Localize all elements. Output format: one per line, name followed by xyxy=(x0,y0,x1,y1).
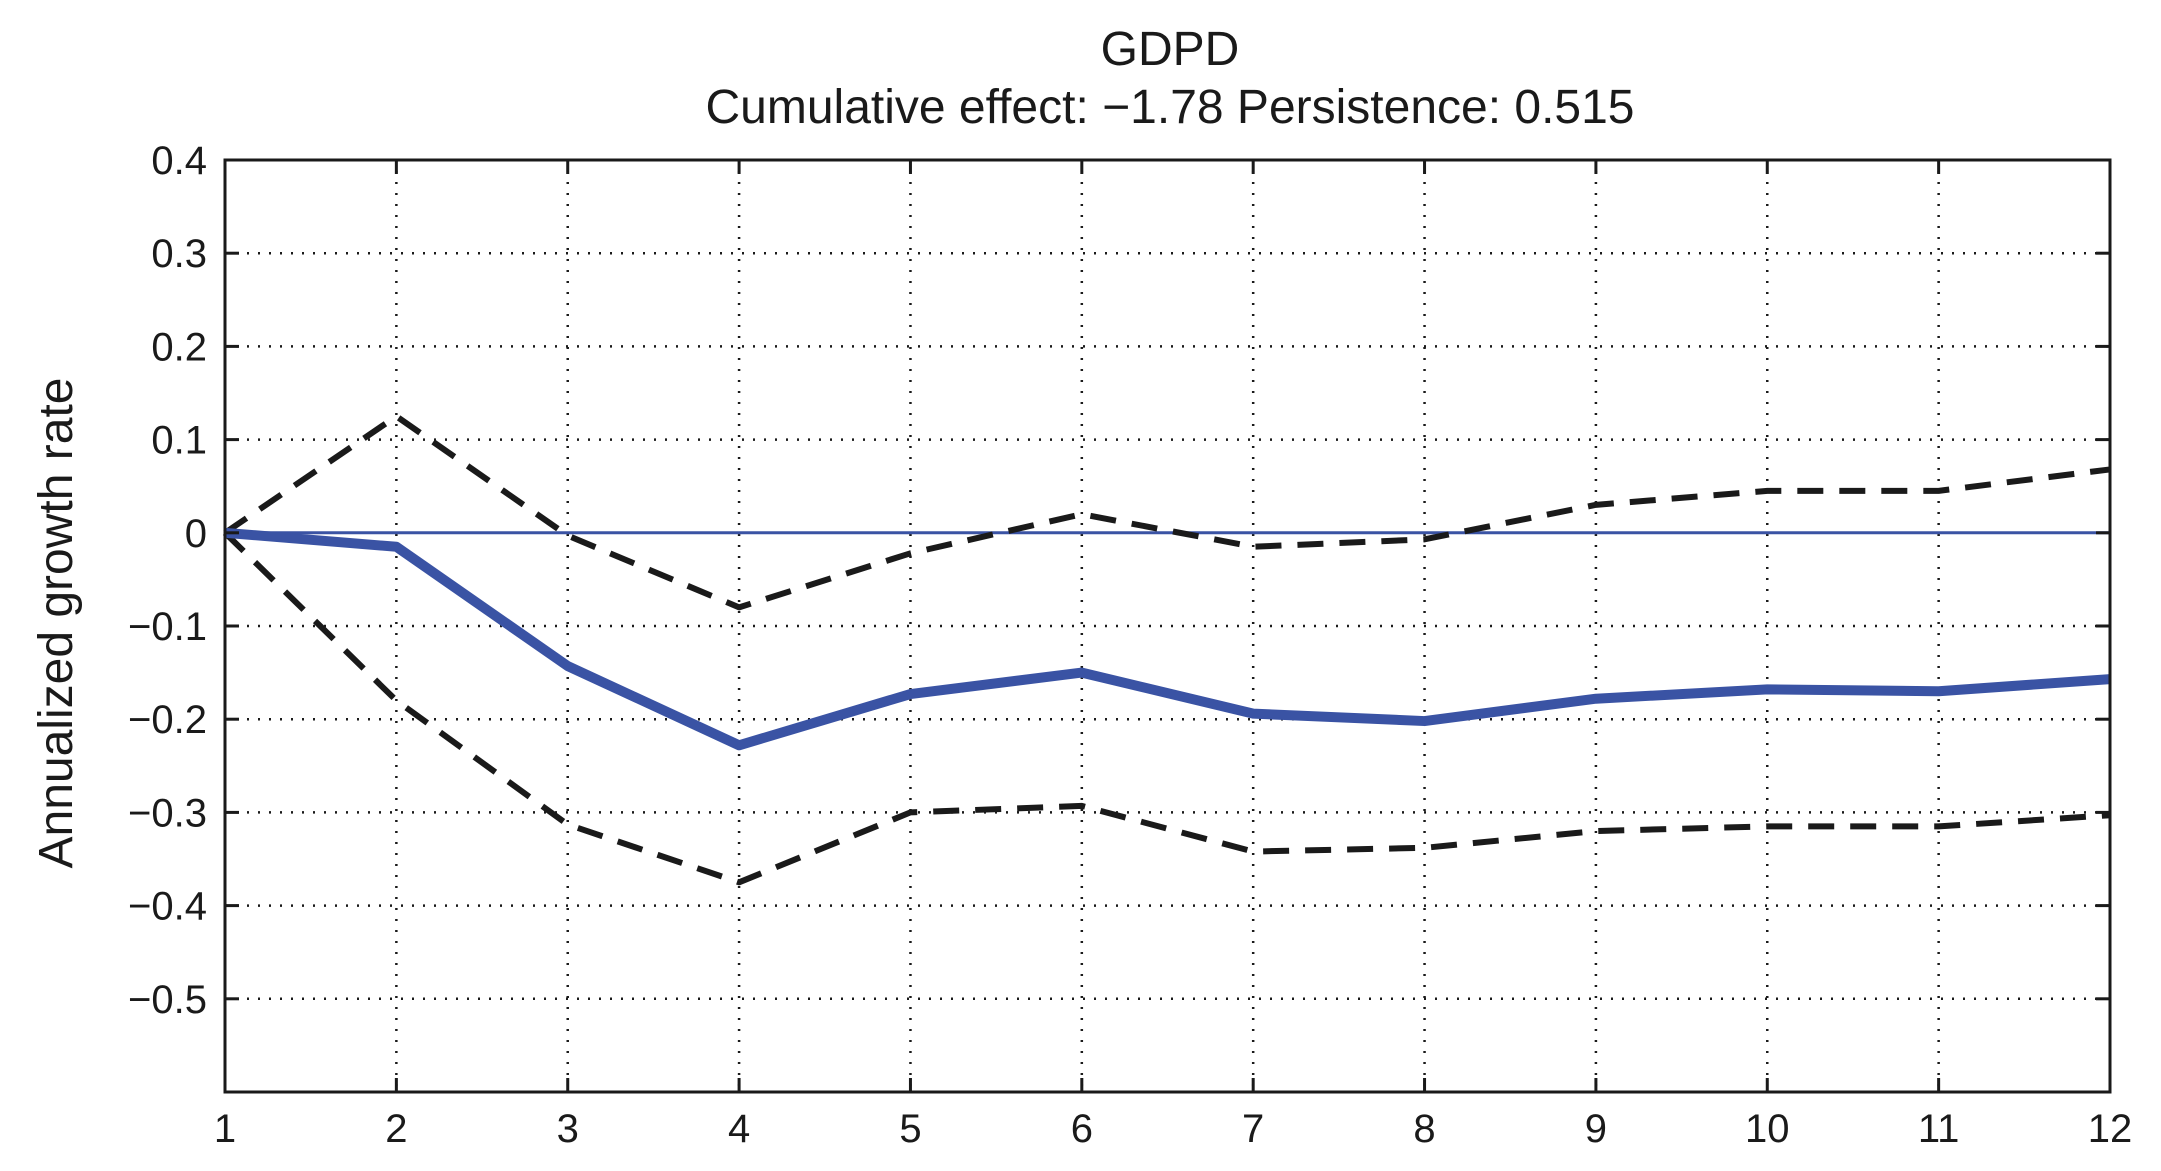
x-tick-label: 4 xyxy=(728,1107,750,1151)
lower-band-line xyxy=(222,530,2111,886)
y-tick-label: −0.2 xyxy=(128,698,207,742)
x-tick-label: 9 xyxy=(1585,1107,1607,1151)
x-tick-label: 3 xyxy=(557,1107,579,1151)
x-tick-label: 2 xyxy=(385,1107,407,1151)
x-tick-label: 7 xyxy=(1242,1107,1264,1151)
y-tick-label: 0.2 xyxy=(151,325,207,369)
chart-title: GDPD xyxy=(1101,23,1240,76)
x-tick-label: 5 xyxy=(899,1107,921,1151)
estimate-line xyxy=(224,527,2111,751)
x-tick-label: 6 xyxy=(1071,1107,1093,1151)
y-tick-label: −0.1 xyxy=(128,605,207,649)
chart-subtitle: Cumulative effect: −1.78 Persistence: 0.… xyxy=(706,81,1635,134)
x-tick-label: 8 xyxy=(1413,1107,1435,1151)
y-tick-label: 0 xyxy=(185,512,207,556)
y-tick-label: −0.3 xyxy=(128,791,207,835)
gridlines xyxy=(225,158,2110,1092)
x-tick-label: 12 xyxy=(2088,1107,2133,1151)
x-tick-label: 11 xyxy=(1918,1107,1960,1151)
upper-band-line xyxy=(223,413,2111,611)
y-tick-label: −0.5 xyxy=(128,978,207,1022)
series-group xyxy=(222,413,2111,886)
x-tick-label: 10 xyxy=(1745,1107,1790,1151)
y-tick-label: 0.3 xyxy=(151,232,207,276)
y-tick-label: 0.1 xyxy=(151,419,207,463)
y-tick-label: −0.4 xyxy=(128,885,207,929)
y-axis-label: Annualized growth rate xyxy=(30,378,83,869)
x-tick-label: 1 xyxy=(214,1107,236,1151)
y-tick-label: 0.4 xyxy=(151,139,207,183)
axis-ticks: 1 2 3 4 5 6 7 8 9 10 11 120.40.30.20.10−0.1−0.2−0.3… xyxy=(128,139,2132,1151)
